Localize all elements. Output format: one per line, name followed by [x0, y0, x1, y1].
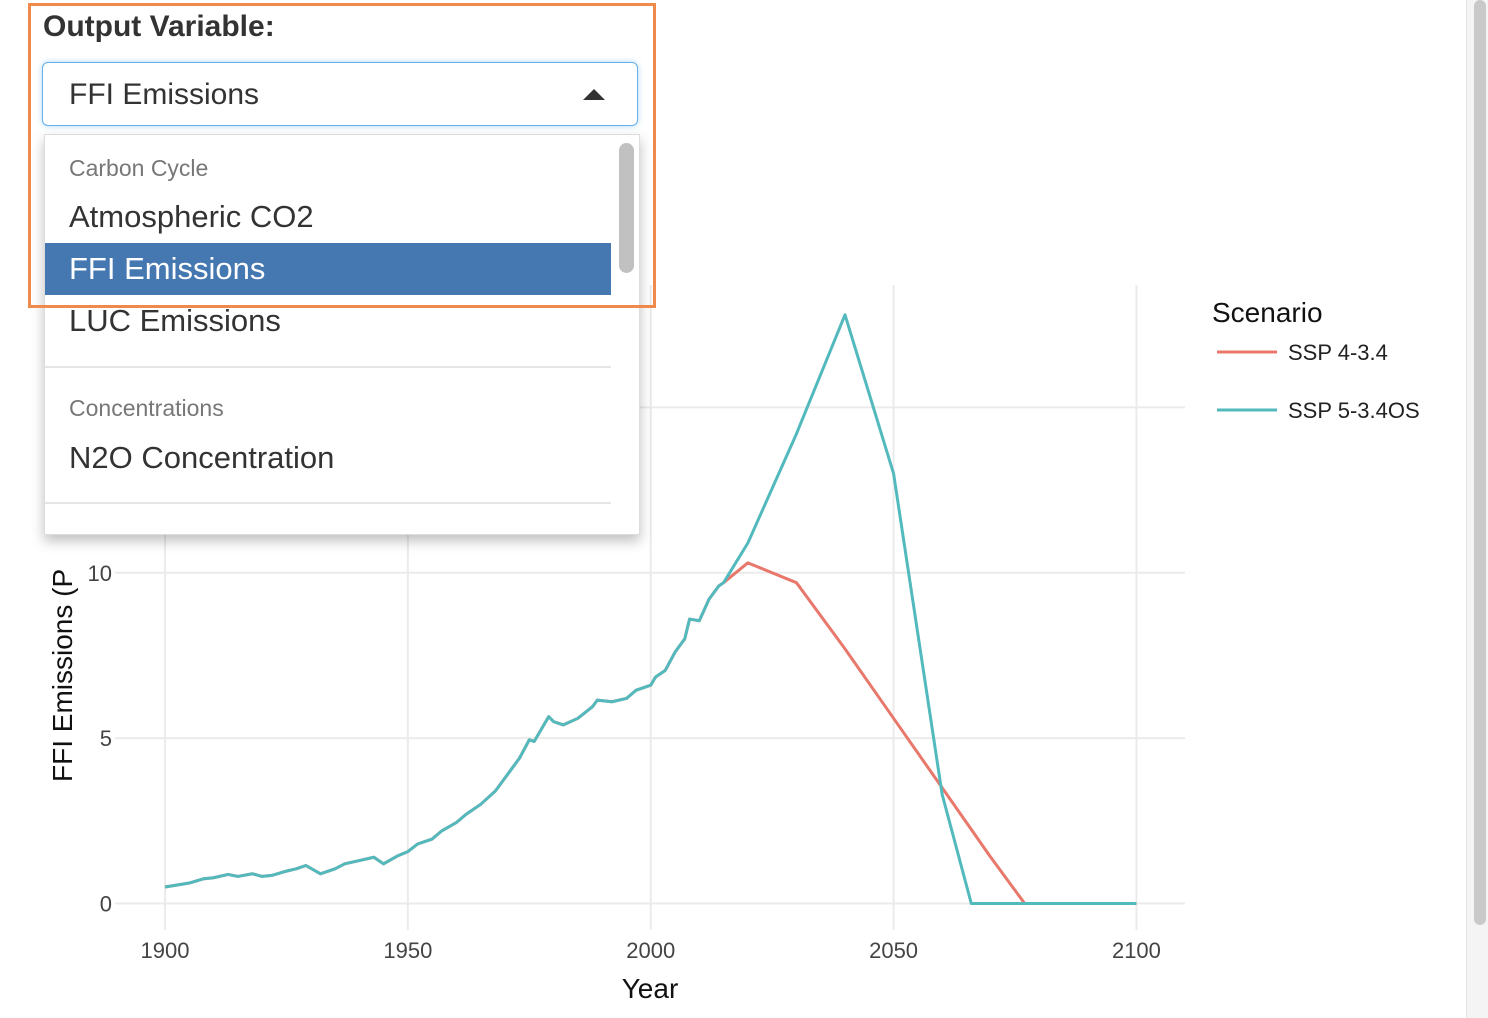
- option[interactable]: N2O Concentration: [69, 440, 335, 475]
- caret-icon: [583, 89, 605, 100]
- input-label: Output Variable:: [43, 10, 275, 43]
- legend-label: SSP 5-3.4OS: [1288, 398, 1420, 423]
- x-tick-label: 1950: [383, 938, 432, 963]
- option[interactable]: Atmospheric CO2: [69, 199, 314, 234]
- page-scroll-thumb[interactable]: [1474, 0, 1486, 925]
- line: [164, 313, 1137, 906]
- x-tick-label: 2050: [869, 938, 918, 963]
- dropdown-menu: Carbon Cycle Atmospheric CO2 FFI Emissio…: [44, 134, 640, 535]
- option[interactable]: LUC Emissions: [69, 303, 281, 338]
- y-tick-label: 10: [88, 561, 112, 586]
- x-tick-label: 1900: [141, 938, 190, 963]
- menu-scroll-thumb[interactable]: [619, 143, 634, 273]
- y-tick-label: 0: [100, 892, 112, 917]
- group-header: Concentrations: [69, 395, 224, 421]
- divider: [45, 366, 611, 368]
- x-tick-label: 2000: [626, 938, 675, 963]
- divider: [45, 502, 611, 504]
- legend-title: Scenario: [1212, 297, 1323, 328]
- x-tick-label: 2100: [1112, 938, 1161, 963]
- option-selected[interactable]: FFI Emissions: [45, 243, 611, 295]
- x-axis-title: Year: [622, 973, 679, 1004]
- group-header: Carbon Cycle: [69, 155, 209, 181]
- highlight-box: [28, 3, 656, 308]
- legend-label: SSP 4-3.4: [1288, 340, 1388, 365]
- y-tick-label: 5: [100, 726, 112, 751]
- y-axis-title: FFI Emissions (P: [47, 569, 78, 782]
- select-box[interactable]: FFI Emissions: [42, 62, 638, 126]
- selected-value: FFI Emissions: [69, 78, 260, 111]
